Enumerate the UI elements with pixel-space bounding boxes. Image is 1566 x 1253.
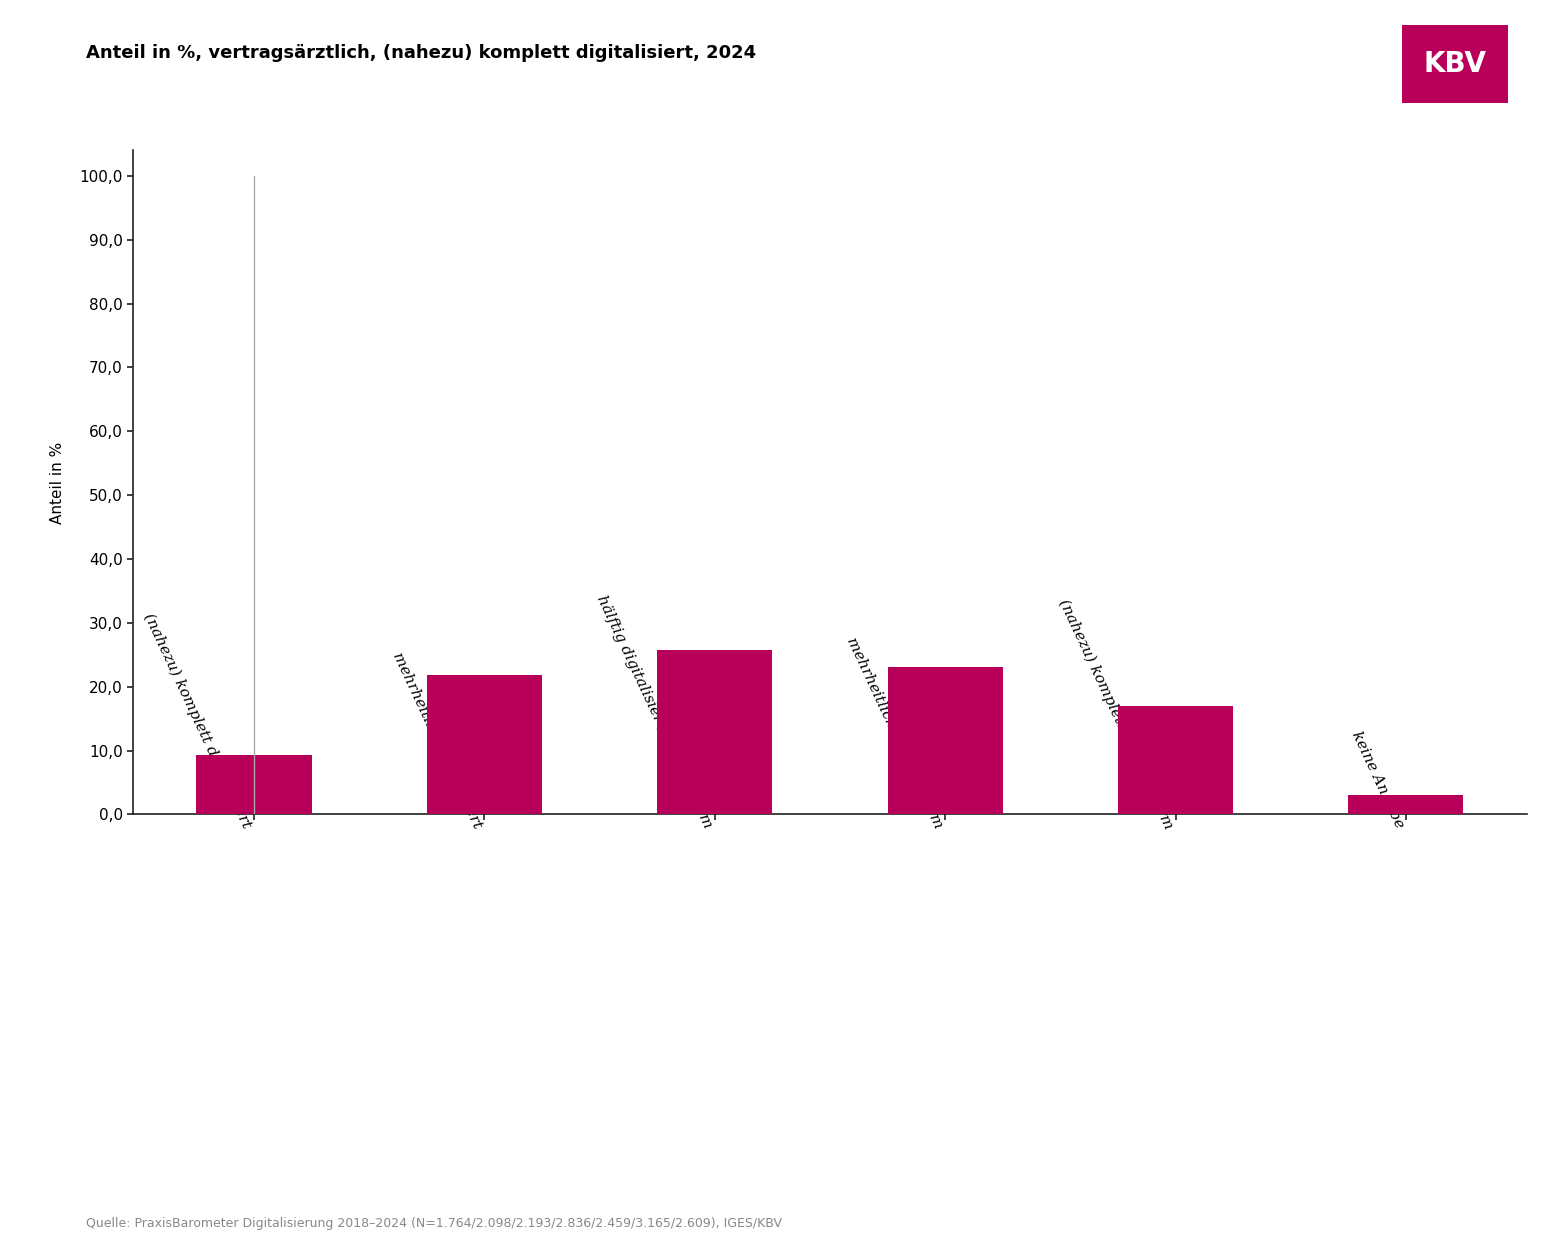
Bar — [1118, 705, 1232, 814]
Text: KBV: KBV — [1423, 50, 1486, 78]
Bar — [1348, 796, 1464, 814]
Bar — [196, 756, 312, 814]
Y-axis label: Anteil in %: Anteil in % — [50, 441, 66, 524]
Bar — [658, 650, 772, 814]
Bar — [428, 675, 542, 814]
Text: Quelle: PraxisBarometer Digitalisierung 2018–2024 (N=1.764/2.098/2.193/2.836/2.4: Quelle: PraxisBarometer Digitalisierung … — [86, 1218, 781, 1230]
Bar — [888, 667, 1002, 814]
Text: Anteil in %, vertragsärztlich, (nahezu) komplett digitalisiert, 2024: Anteil in %, vertragsärztlich, (nahezu) … — [86, 44, 756, 61]
